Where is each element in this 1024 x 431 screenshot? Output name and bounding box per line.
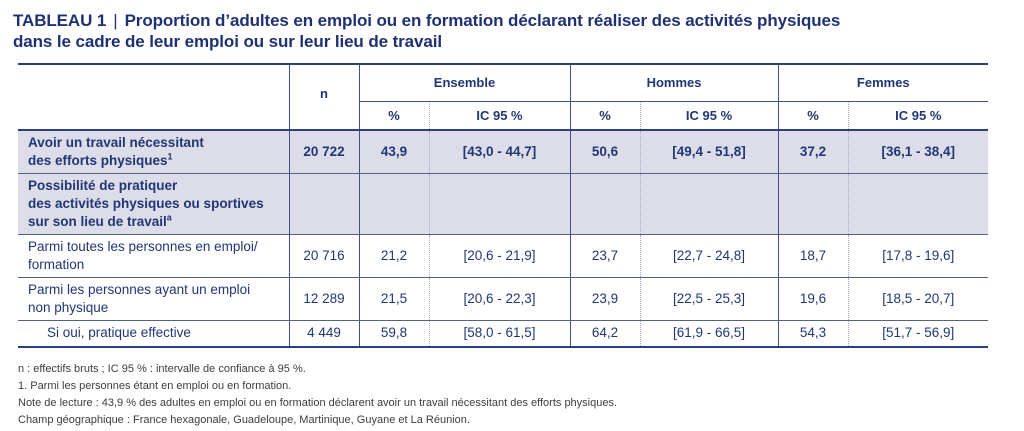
cell-percent: 50,6: [569, 129, 641, 174]
table-body: Avoir un travail nécessitant des efforts …: [18, 129, 989, 348]
cell-percent: [569, 173, 641, 235]
footnote-marker: 1: [167, 151, 173, 162]
cell-percent: [358, 173, 429, 235]
title-text-line1: Proportion d’adultes en emploi ou en for…: [124, 11, 841, 30]
footnote-marker: a: [166, 212, 172, 223]
row-label: Avoir un travail nécessitant des efforts …: [18, 129, 289, 174]
cell-percent: [777, 173, 849, 235]
cell-confidence-interval: [428, 173, 571, 235]
subheader-ci-femmes: IC 95 %: [847, 101, 989, 130]
cell-confidence-interval: [22,5 - 25,3]: [639, 277, 779, 321]
cell-confidence-interval: [58,0 - 61,5]: [428, 320, 571, 348]
row-label: Parmi les personnes ayant un emploi non p…: [18, 277, 289, 321]
table-row: Possibilité de pratiquer des activités ph…: [18, 173, 989, 235]
subheader-ci-ensemble: IC 95 %: [428, 101, 571, 130]
cell-confidence-interval: [20,6 - 22,3]: [428, 277, 571, 321]
subheader-percent-femmes: %: [777, 101, 849, 130]
cell-percent: 21,5: [358, 277, 429, 321]
title-text-line2: dans le cadre de leur emploi ou sur leur…: [13, 32, 442, 51]
cell-percent: 59,8: [358, 320, 429, 348]
footnote-abbreviations: n : effectifs bruts ; IC 95 % : interval…: [18, 362, 306, 375]
table-number: TABLEAU 1: [13, 11, 107, 30]
footnote-champ-geographique: Champ géographique : France hexagonale, …: [18, 413, 470, 426]
cell-percent: 54,3: [777, 320, 849, 348]
footnotes: n : effectifs bruts ; IC 95 % : interval…: [18, 361, 1024, 429]
cell-confidence-interval: [847, 173, 989, 235]
cell-percent: 18,7: [777, 234, 849, 278]
cell-percent: 43,9: [358, 129, 429, 174]
footnote-note-de-lecture: Note de lecture : 43,9 % des adultes en …: [18, 396, 618, 409]
cell-confidence-interval: [43,0 - 44,7]: [428, 129, 571, 174]
corner-cell: [18, 64, 289, 130]
cell-confidence-interval: [22,7 - 24,8]: [639, 234, 779, 278]
subheader-ci-hommes: IC 95 %: [639, 101, 779, 130]
column-header-n: n: [288, 64, 359, 130]
cell-confidence-interval: [20,6 - 21,9]: [428, 234, 571, 278]
subheader-percent-hommes: %: [569, 101, 641, 130]
cell-n: 12 289: [288, 277, 359, 321]
cell-confidence-interval: [51,7 - 56,9]: [847, 320, 989, 348]
cell-n: 4 449: [288, 320, 359, 348]
cell-n: 20 716: [288, 234, 359, 278]
table-title: TABLEAU 1 | Proportion d’adultes en emploi…: [13, 10, 1024, 52]
footnote-1: 1. Parmi les personnes étant en emploi o…: [18, 379, 292, 392]
cell-percent: 19,6: [777, 277, 849, 321]
page: TABLEAU 1 | Proportion d’adultes en emploi…: [0, 10, 1024, 431]
subheader-percent-ensemble: %: [358, 101, 429, 130]
table-row: Parmi les personnes ayant un emploi non p…: [18, 277, 989, 321]
table-row: Parmi toutes les personnes en emploi/for…: [18, 234, 989, 278]
cell-percent: 23,9: [569, 277, 641, 321]
cell-confidence-interval: [18,5 - 20,7]: [847, 277, 989, 321]
cell-percent: 64,2: [569, 320, 641, 348]
cell-confidence-interval: [639, 173, 779, 235]
group-header-femmes: Femmes: [777, 64, 989, 102]
cell-percent: 37,2: [777, 129, 849, 174]
cell-n: [288, 173, 359, 235]
table-header: n Ensemble Hommes Femmes % IC 95 % % IC …: [18, 64, 989, 130]
cell-confidence-interval: [61,9 - 66,5]: [639, 320, 779, 348]
table-row: Avoir un travail nécessitant des efforts …: [18, 129, 989, 174]
row-label: Si oui, pratique effective: [18, 320, 289, 348]
cell-n: 20 722: [288, 129, 359, 174]
cell-confidence-interval: [17,8 - 19,6]: [847, 234, 989, 278]
statistics-table: n Ensemble Hommes Femmes % IC 95 % % IC …: [18, 63, 989, 348]
cell-percent: 21,2: [358, 234, 429, 278]
row-label: Possibilité de pratiquer des activités ph…: [18, 173, 289, 235]
cell-confidence-interval: [36,1 - 38,4]: [847, 129, 989, 174]
table-row: Si oui, pratique effective 4 449 59,8 [58,0…: [18, 320, 989, 348]
row-label: Parmi toutes les personnes en emploi/for…: [18, 234, 289, 278]
title-separator: |: [113, 11, 118, 30]
group-header-ensemble: Ensemble: [358, 64, 571, 102]
cell-percent: 23,7: [569, 234, 641, 278]
cell-confidence-interval: [49,4 - 51,8]: [639, 129, 779, 174]
group-header-hommes: Hommes: [569, 64, 779, 102]
